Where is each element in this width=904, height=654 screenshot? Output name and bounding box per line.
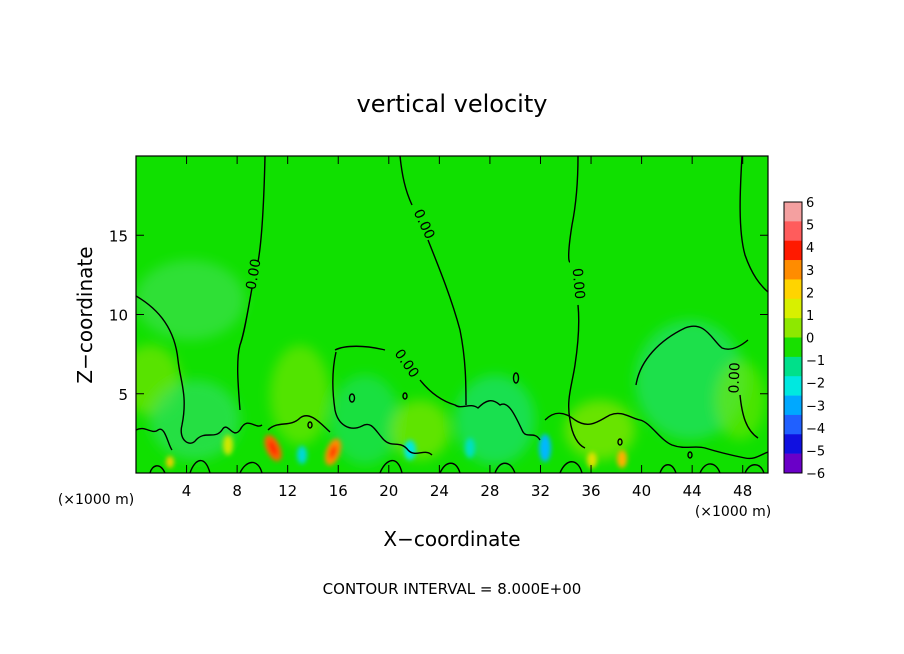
x-axis: 4 8 12 16 20 24 28 32 36 40 44 48 [182, 156, 752, 500]
x-tick-label: 32 [531, 482, 550, 500]
colorbar-swatch [784, 414, 802, 435]
y-tick-label: 5 [118, 386, 128, 404]
y-tick-label: 10 [109, 307, 128, 325]
x-tick-label: 48 [733, 482, 752, 500]
colorbar-frame [783, 201, 803, 474]
colorbar-swatch [784, 279, 802, 300]
contour-label: 0.00 [243, 258, 264, 291]
x-tick-label: 4 [182, 482, 192, 500]
field-strong-features [166, 434, 627, 468]
x-tick-label: 40 [632, 482, 651, 500]
colorbar-label: 3 [806, 264, 814, 279]
x-axis-label: X−coordinate [383, 527, 520, 551]
colorbar-label: 4 [806, 241, 814, 256]
x-tick-label: 12 [278, 482, 297, 500]
contour-label: 0.00 [726, 362, 743, 394]
x-tick-label: 16 [329, 482, 348, 500]
colorbar-label: −2 [806, 377, 825, 392]
colorbar-label: 0 [806, 332, 814, 347]
x-unit-left: (×1000 m) [58, 492, 134, 508]
colorbar-swatch [784, 318, 802, 338]
colorbar-label: −3 [806, 399, 825, 414]
chart-title: vertical velocity [357, 90, 548, 118]
y-tick-label: 15 [109, 227, 128, 245]
colorbar-swatch [784, 395, 802, 416]
colorbar-swatch [784, 221, 802, 242]
x-tick-label: 24 [430, 482, 449, 500]
colorbar-swatch [784, 356, 802, 377]
colorbar-label: 1 [806, 309, 814, 324]
colorbar-swatch [784, 260, 802, 280]
colorbar-label: −6 [806, 467, 825, 482]
x-unit-right: (×1000 m) [695, 504, 771, 520]
colorbar-swatch [784, 298, 802, 319]
colorbar-label: 6 [806, 196, 814, 211]
y-axis: 5 10 15 [109, 227, 768, 404]
colorbar: 6 5 4 3 2 1 0 −1 −2 −3 −4 −5 −6 [783, 196, 825, 482]
colorbar-label: −1 [806, 354, 825, 369]
x-tick-label: 28 [480, 482, 499, 500]
x-tick-label: 44 [683, 482, 702, 500]
x-tick-label: 20 [379, 482, 398, 500]
contour-interval-footer: CONTOUR INTERVAL = 8.000E+00 [323, 580, 582, 598]
colorbar-swatch [784, 434, 802, 454]
x-tick-label: 36 [581, 482, 600, 500]
colorbar-label: −4 [806, 422, 825, 437]
contour-label: 0.00 [569, 267, 588, 299]
colorbar-swatch [784, 376, 802, 396]
y-axis-label: Z−coordinate [73, 246, 97, 383]
contour-lines [136, 156, 768, 473]
heatmap-field: 0.00 0.00 0.00 0.00 0.00 [136, 156, 768, 473]
colorbar-swatch [784, 453, 802, 474]
colorbar-label: 5 [806, 219, 814, 234]
colorbar-swatch [784, 337, 802, 358]
colorbar-label: −5 [806, 444, 825, 459]
colorbar-swatch [784, 240, 802, 261]
colorbar-swatch [784, 202, 802, 222]
colorbar-label: 2 [806, 286, 814, 301]
x-tick-label: 8 [232, 482, 242, 500]
